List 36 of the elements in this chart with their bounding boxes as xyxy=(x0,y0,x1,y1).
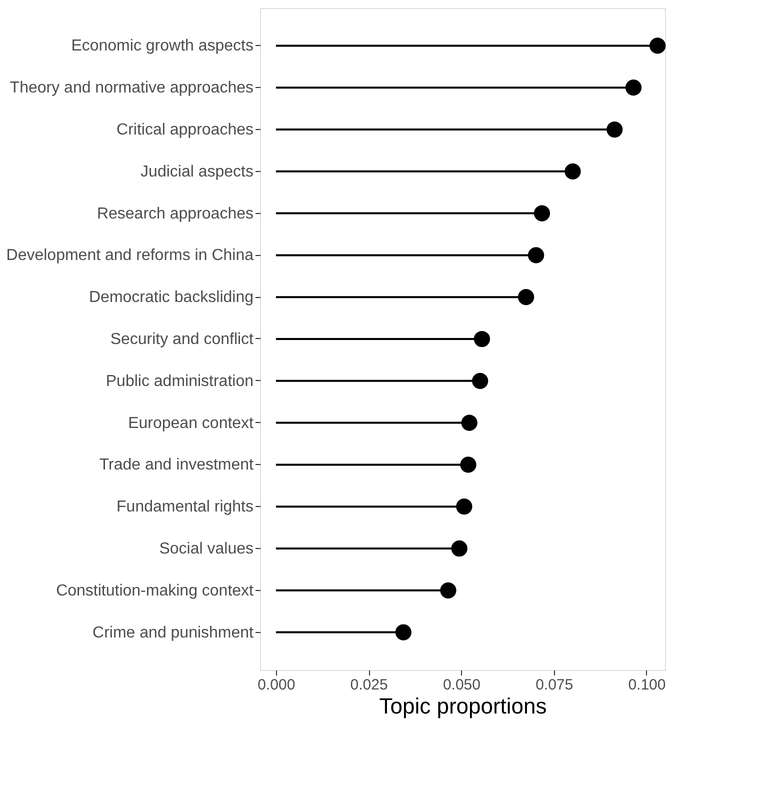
x-tick-label: 0.050 xyxy=(442,676,480,694)
point xyxy=(451,540,468,557)
y-tick-label: Research approaches xyxy=(96,205,254,222)
y-tick-label: Fundamental rights xyxy=(116,498,254,516)
y-tick-label: Trade and investment xyxy=(99,456,254,474)
x-tick-label: 0.025 xyxy=(350,676,388,694)
y-tick-label: Public administration xyxy=(106,372,254,390)
point xyxy=(460,456,476,473)
point xyxy=(472,372,488,389)
point xyxy=(534,205,550,222)
point xyxy=(395,624,412,640)
point xyxy=(625,80,642,96)
y-tick-label: Crime and punishment xyxy=(92,624,254,642)
y-tick-label: European context xyxy=(128,414,254,432)
point xyxy=(461,414,478,431)
y-tick-label: Theory and normative approaches xyxy=(10,80,254,97)
point xyxy=(518,289,534,306)
point xyxy=(564,163,581,180)
y-tick-label: Critical approaches xyxy=(116,122,254,139)
point xyxy=(474,330,490,348)
y-tick-label: Democratic backsliding xyxy=(88,289,254,306)
y-tick-label: Security and conflict xyxy=(110,331,254,348)
y-tick-label: Constitution-making context xyxy=(56,582,254,600)
point xyxy=(650,38,666,54)
y-tick-label: Social values xyxy=(159,540,254,558)
y-tick-label: Development and reforms in China xyxy=(6,247,254,264)
x-tick-label: 0.000 xyxy=(258,676,296,694)
y-tick-label: Judicial aspects xyxy=(140,163,254,180)
point xyxy=(440,582,456,598)
point xyxy=(456,498,472,515)
y-tick-label: Economic growth aspects xyxy=(71,38,254,55)
point xyxy=(606,121,623,138)
point xyxy=(528,247,544,264)
x-tick-label: 0.100 xyxy=(628,676,666,694)
x-axis-title: Topic proportions xyxy=(379,694,547,718)
x-tick-label: 0.075 xyxy=(536,676,574,694)
